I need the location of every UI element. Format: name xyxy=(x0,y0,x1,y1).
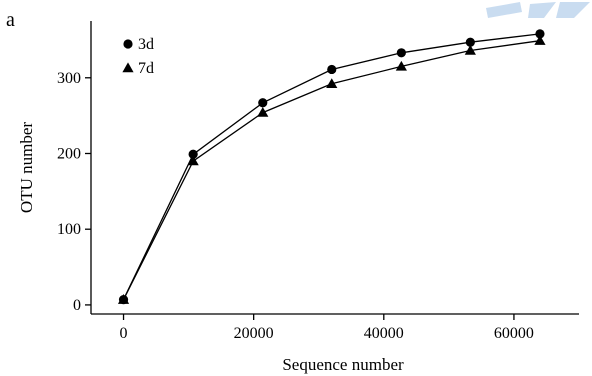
legend-marker-3d xyxy=(123,39,133,49)
data-point-7d xyxy=(257,107,269,117)
data-point-3d xyxy=(258,98,268,108)
y-tick-label: 100 xyxy=(57,221,81,238)
legend-label-7d: 7d xyxy=(138,60,154,77)
series-layer xyxy=(117,29,546,305)
x-tick-label: 20000 xyxy=(234,325,274,342)
x-axis-title: Sequence number xyxy=(282,355,404,374)
chart-axes xyxy=(90,21,579,315)
data-point-7d xyxy=(187,155,199,166)
y-tick-label: 300 xyxy=(57,70,81,87)
x-tick-label: 0 xyxy=(120,325,128,342)
watermark-stroke xyxy=(556,2,590,18)
x-tick-label: 40000 xyxy=(364,325,404,342)
data-point-3d xyxy=(327,64,337,75)
panel-label: a xyxy=(6,9,15,31)
legend-label-3d: 3d xyxy=(138,36,154,53)
y-axis-title: OTU number xyxy=(17,122,36,213)
watermark-graphic xyxy=(486,2,590,18)
data-point-7d xyxy=(464,44,476,55)
series-7d xyxy=(117,35,546,304)
watermark-stroke xyxy=(486,2,522,18)
x-axis-ticks: 0 20000 40000 60000 xyxy=(120,314,534,342)
y-tick-label: 0 xyxy=(73,297,81,314)
y-axis-ticks: 0 100 200 300 xyxy=(57,70,91,314)
y-tick-label: 200 xyxy=(57,145,81,162)
data-point-3d xyxy=(188,149,198,159)
data-point-3d xyxy=(535,29,545,39)
series-3d xyxy=(118,29,545,305)
x-tick-label: 60000 xyxy=(494,325,534,342)
data-point-7d xyxy=(117,294,130,304)
data-point-3d xyxy=(396,48,406,58)
watermark-stroke xyxy=(528,2,556,18)
data-point-7d xyxy=(326,78,338,89)
data-point-7d xyxy=(395,60,407,71)
legend-marker-7d xyxy=(122,62,134,73)
data-point-3d xyxy=(465,37,475,47)
data-point-7d xyxy=(534,35,546,45)
